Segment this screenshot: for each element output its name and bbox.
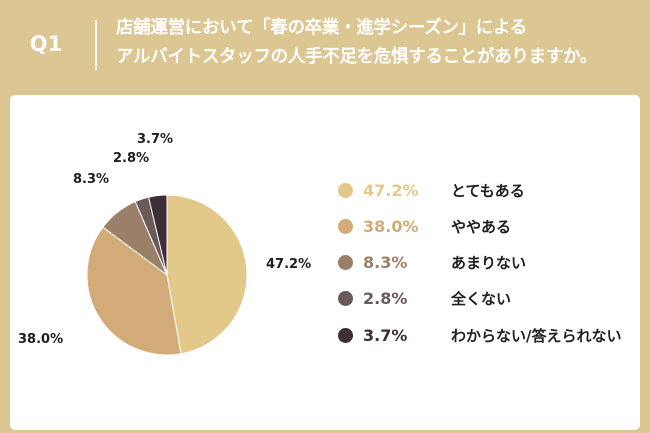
pie-data-label-1: 47.2%	[266, 257, 311, 272]
source-company: 株式会社DFA Robotics	[547, 383, 632, 392]
legend-item-2: 38.0% ややある	[338, 215, 621, 237]
source-survey: 卒業・進学シーズンの飲食店運営に関する実態調査	[448, 395, 632, 404]
legend-percentage: 2.8%	[363, 289, 408, 309]
pie-data-label-3: 8.3%	[73, 172, 109, 187]
pie-slice-2	[86, 226, 182, 356]
legend-item-3: 8.3% あまりない	[338, 252, 621, 274]
chart-legend: 47.2% とてもある 38.0% ややある 8.3% あまりない 2.8% 全くない 3.7%…	[338, 179, 621, 360]
legend-label: あまりない	[451, 254, 527, 273]
legend-label: ややある	[451, 217, 512, 236]
question-line-2: アルバイトスタッフの人手不足を危惧することがありますか。	[116, 47, 598, 67]
legend-swatch	[338, 218, 353, 234]
pie-slice-1	[166, 194, 248, 355]
question-number: Q1	[29, 32, 63, 56]
legend-item-4: 2.8% 全くない	[338, 288, 621, 310]
legend-percentage: 38.0%	[363, 216, 419, 236]
pie-slice-5	[147, 194, 168, 276]
legend-label: とてもある	[451, 181, 525, 200]
legend-percentage: 8.3%	[363, 253, 408, 273]
legend-label: わからない/答えられない	[451, 326, 622, 345]
legend-label: 全くない	[451, 290, 512, 309]
header: Q1 店舗運営において「春の卒業・進学シーズン」による アルバイトスタッフの人手…	[0, 0, 650, 88]
logo-subtext: Robotics	[49, 410, 98, 418]
pie-chart: 47.2% 38.0% 8.3% 2.8% 3.7%	[18, 132, 311, 356]
legend-percentage: 47.2%	[363, 180, 419, 200]
pie-data-label-2: 38.0%	[18, 332, 63, 347]
legend-swatch	[338, 327, 353, 343]
legend-item-1: 47.2% とてもある	[338, 179, 621, 201]
legend-item-5: 3.7% わからない/答えられない	[338, 324, 621, 346]
legend-swatch	[338, 182, 353, 198]
legend-swatch	[338, 255, 353, 271]
source-note: 株式会社DFA Robotics 卒業・進学シーズンの飲食店運営に関する実態調査…	[448, 382, 632, 418]
header-divider	[95, 20, 97, 70]
legend-percentage: 3.7%	[363, 325, 408, 345]
logo-text: DFA	[47, 387, 92, 408]
dfa-logo-icon	[25, 380, 47, 410]
chart-card: 47.2% 38.0% 8.3% 2.8% 3.7% 47.2% とてもある 38.0% やや…	[10, 95, 640, 430]
question-line-1: 店舗運営において「春の卒業・進学シーズン」による	[116, 18, 527, 38]
question-text: 店舗運営において「春の卒業・進学シーズン」による アルバイトスタッフの人手不足を…	[116, 14, 641, 72]
source-sample-size: (n=108)	[598, 407, 632, 416]
pie-data-label-4: 2.8%	[113, 151, 149, 166]
pie-data-label-5: 3.7%	[137, 132, 173, 147]
legend-swatch	[338, 291, 353, 307]
